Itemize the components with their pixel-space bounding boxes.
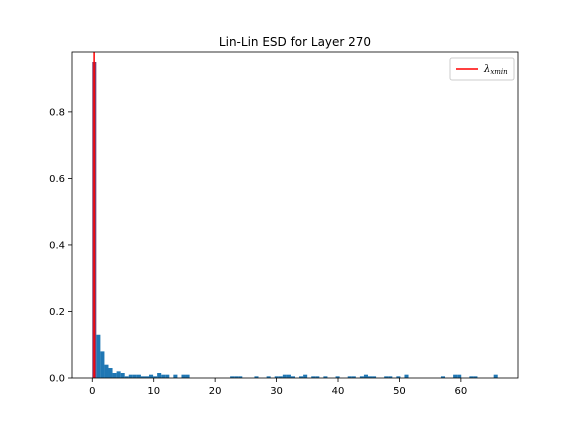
- histogram-bar: [157, 373, 162, 378]
- histogram-bar: [384, 376, 389, 378]
- histogram-bar: [124, 376, 129, 378]
- histogram-bar: [149, 374, 154, 378]
- histogram-bar: [290, 376, 295, 378]
- histogram-bar: [128, 374, 133, 378]
- histogram-bar: [234, 376, 239, 378]
- histogram-bar: [396, 376, 401, 378]
- y-tick-label: 0.2: [49, 307, 65, 318]
- histogram-bar: [136, 374, 141, 378]
- histogram-bar: [140, 376, 145, 378]
- histogram-bar: [112, 373, 117, 378]
- histogram-bar: [161, 374, 166, 378]
- histogram-bar: [453, 374, 458, 378]
- histogram-bar: [311, 376, 316, 378]
- histogram-bar: [457, 374, 462, 378]
- legend-label: λxmin: [483, 64, 508, 76]
- y-tick-label: 0.4: [49, 240, 65, 251]
- histogram-bar: [323, 376, 328, 378]
- histogram-bar: [153, 376, 158, 378]
- y-axis-ticks: 0.0 0.2 0.4 0.6 0.8: [49, 107, 72, 385]
- histogram-bar: [165, 374, 170, 378]
- histogram-bar: [388, 376, 393, 378]
- histogram-bar: [335, 376, 340, 378]
- x-tick-label: 0: [89, 386, 95, 397]
- histogram-bar: [132, 374, 137, 378]
- y-tick-label: 0.0: [49, 374, 65, 385]
- histogram-bar: [351, 376, 356, 378]
- histogram-bar: [493, 374, 498, 378]
- histogram-bar: [266, 376, 271, 378]
- histogram-bar: [469, 376, 474, 378]
- y-tick-label: 0.8: [49, 107, 65, 118]
- legend-subscript: xmin: [490, 68, 508, 76]
- histogram-bar: [363, 374, 368, 378]
- histogram-bar: [473, 376, 478, 378]
- legend-lambda: λ: [483, 64, 490, 75]
- histogram-bar: [303, 374, 308, 378]
- legend: λxmin: [449, 57, 515, 81]
- histogram-bar: [120, 373, 125, 378]
- histogram-bar: [185, 374, 190, 378]
- histogram-bar: [278, 376, 283, 378]
- histogram-bar: [315, 376, 320, 378]
- histogram-bar: [230, 376, 235, 378]
- x-tick-label: 20: [209, 386, 222, 397]
- x-axis-ticks: 0 10 20 30 40 50 60: [89, 378, 467, 397]
- histogram-bar: [173, 374, 178, 378]
- histogram-bar: [299, 376, 304, 378]
- histogram-bar: [282, 374, 287, 378]
- x-tick-label: 50: [393, 386, 406, 397]
- histogram-bar: [372, 376, 377, 378]
- histogram-bar: [404, 374, 409, 378]
- x-tick-label: 30: [270, 386, 283, 397]
- histogram-bar: [144, 376, 150, 378]
- histogram-bar: [367, 376, 373, 378]
- histogram-bar: [104, 364, 109, 378]
- histogram-bar: [108, 368, 113, 378]
- histogram-bar: [347, 376, 352, 378]
- plot-frame: [71, 51, 519, 379]
- histogram-bar: [359, 376, 364, 378]
- histogram-bar: [96, 334, 101, 378]
- histogram-bar: [440, 376, 446, 378]
- y-tick-label: 0.6: [49, 174, 65, 185]
- x-tick-label: 60: [455, 386, 468, 397]
- histogram-bar: [100, 351, 105, 378]
- x-tick-label: 40: [332, 386, 345, 397]
- histogram-bar: [116, 371, 121, 378]
- histogram-bar: [274, 376, 279, 378]
- histogram-bar: [286, 374, 291, 378]
- histogram-bar: [181, 374, 186, 378]
- histogram-bar: [238, 376, 243, 378]
- x-tick-label: 10: [147, 386, 160, 397]
- histogram-bars: [92, 61, 498, 379]
- histogram-bar: [254, 376, 259, 378]
- legend-box: [449, 57, 515, 81]
- chart-title: Lin-Lin ESD for Layer 270: [219, 35, 371, 49]
